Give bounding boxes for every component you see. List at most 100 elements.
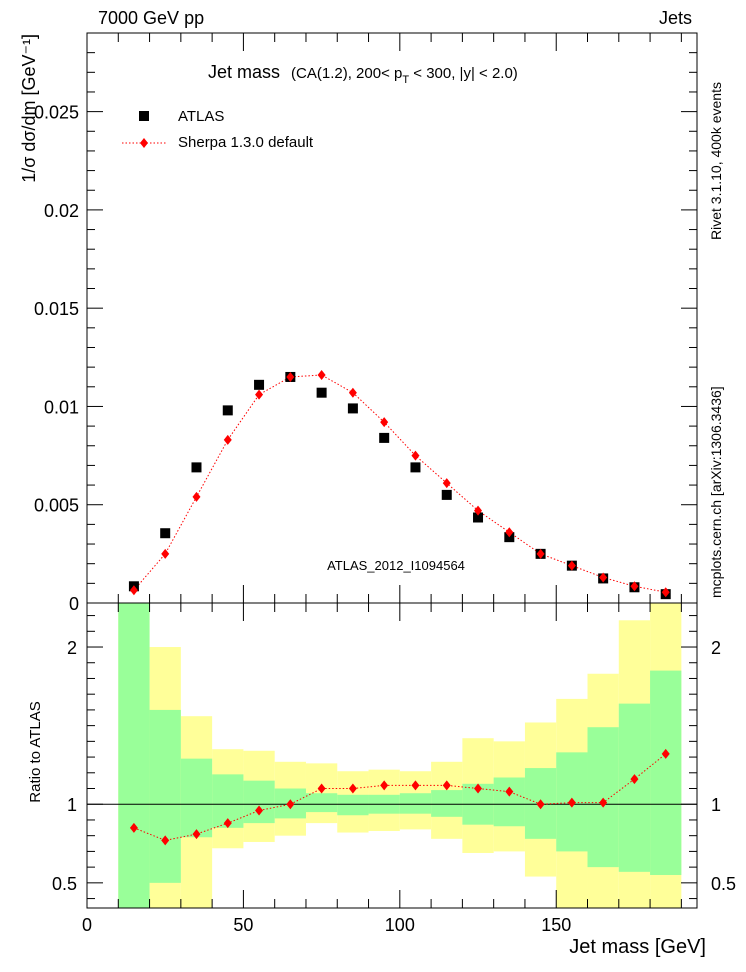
sherpa-point: [599, 572, 608, 583]
title-main: Jet mass: [208, 62, 280, 82]
sherpa-point: [317, 370, 326, 380]
main-y-tick-label: 0.015: [34, 299, 79, 319]
main-x-ticks: [86, 33, 682, 603]
x-tick-label: 150: [541, 915, 571, 935]
main-plot-marks: [128, 370, 671, 600]
ratio-y-tick-label: 0.5: [52, 874, 77, 894]
main-y-tick-label: 0: [69, 594, 79, 614]
ratio-sherpa-point: [442, 780, 451, 791]
atlas-point: [316, 387, 327, 398]
ratio-sherpa-point: [129, 822, 138, 833]
sherpa-point: [567, 560, 576, 571]
ratio-plot-frame: [86, 602, 698, 909]
ratio-sherpa-point: [536, 799, 545, 810]
sherpa-point: [161, 548, 170, 559]
stat-uncertainty-band: [587, 727, 619, 868]
sherpa-line: [133, 374, 666, 593]
legend-sherpa-label: Sherpa 1.3.0 default: [178, 134, 314, 151]
main-plot-title: Jet mass (CA(1.2), 200< pT < 300, |y| < …: [208, 62, 518, 86]
legend-atlas-label: ATLAS: [178, 108, 224, 125]
stat-uncertainty-band: [118, 603, 150, 908]
sherpa-point: [223, 434, 232, 445]
header-right-label: Jets: [659, 8, 692, 28]
sherpa-point: [474, 505, 483, 516]
stat-uncertainty-band: [399, 793, 432, 814]
stat-uncertainty-band: [149, 709, 181, 883]
stat-uncertainty-band: [493, 777, 525, 827]
ratio-sherpa-point: [380, 780, 389, 791]
main-y-tick-label: 0.005: [34, 496, 79, 516]
ratio-y-tick-label-right: 2: [711, 638, 721, 658]
ratio-y-tick-label: 1: [67, 795, 77, 815]
ratio-sherpa-point: [411, 780, 420, 791]
main-y-tick-label: 0.02: [44, 201, 79, 221]
main-plot-panel: 0 0.005 0.01 0.015 0.02 0.025 Jet mass (CA(1.…: [19, 32, 698, 614]
legend: ATLAS Sherpa 1.3.0 default: [122, 108, 314, 151]
ratio-sherpa-point: [255, 805, 264, 816]
atlas-point: [160, 528, 171, 539]
ratio-sherpa-point: [348, 783, 357, 794]
sherpa-point: [442, 478, 451, 489]
atlas-point: [222, 405, 233, 416]
stat-uncertainty-band: [305, 793, 338, 813]
title-sub-subscript: T: [402, 74, 409, 86]
atlas-point: [347, 403, 358, 414]
ratio-sherpa-point: [223, 818, 232, 829]
ratio-sherpa-point: [317, 783, 326, 794]
x-tick-label: 100: [385, 915, 415, 935]
atlas-point: [441, 489, 452, 500]
stat-uncertainty-band: [618, 703, 651, 872]
main-y-tick-label: 0.025: [34, 103, 79, 123]
ratio-sherpa-point: [661, 748, 670, 759]
atlas-point: [379, 432, 390, 443]
x-tick-label: 0: [82, 915, 92, 935]
x-tick-label: 50: [233, 915, 253, 935]
atlas-point: [191, 462, 202, 473]
atlas-point: [410, 462, 421, 473]
ratio-plot-panel: 0.5 0.5 1 1 2 2 0 50 100 150 Ratio to ATLAS Jet …: [27, 602, 736, 958]
ratio-y-ticks: 0.5 0.5 1 1 2 2: [52, 615, 736, 900]
ratio-sherpa-point: [630, 774, 639, 785]
stat-uncertainty-band: [243, 780, 275, 824]
stat-uncertainty-band: [180, 758, 213, 838]
main-y-ticks: 0 0.005 0.01 0.015 0.02 0.025: [34, 32, 697, 614]
ratio-sherpa-point: [505, 786, 514, 797]
stat-uncertainty-band: [650, 670, 682, 875]
ratio-y-axis-label: Ratio to ATLAS: [27, 701, 44, 802]
sherpa-point: [255, 389, 264, 400]
sherpa-point: [129, 585, 138, 596]
title-sub-rest: < 300, |y| < 2.0): [409, 65, 518, 82]
legend-atlas-marker: [139, 111, 149, 121]
ratio-sherpa-point: [161, 835, 170, 846]
side-label-top: Rivet 3.1.10, 400k events: [708, 82, 724, 240]
legend-sherpa-marker: [140, 138, 148, 148]
header-left-label: 7000 GeV pp: [98, 8, 204, 28]
main-y-tick-label: 0.01: [44, 397, 79, 417]
x-axis-label: Jet mass [GeV]: [569, 936, 706, 958]
watermark-label: ATLAS_2012_I1094564: [327, 558, 465, 573]
sherpa-point: [411, 450, 420, 461]
sherpa-point: [630, 581, 639, 592]
ratio-sherpa-point: [474, 783, 483, 794]
atlas-point: [473, 512, 484, 523]
stat-uncertainty-band: [337, 794, 369, 816]
ratio-sherpa-point: [599, 797, 608, 808]
sherpa-point: [380, 417, 389, 428]
main-y-axis-label: 1/σ dσ/dm [GeV⁻¹]: [19, 34, 39, 183]
atlas-point: [254, 379, 265, 390]
ratio-sherpa-point: [286, 799, 295, 810]
sherpa-point: [661, 587, 670, 598]
side-label-bottom: mcplots.cern.ch [arXiv:1306.3436]: [708, 386, 724, 598]
sherpa-point: [536, 548, 545, 559]
sherpa-point: [286, 371, 295, 382]
ratio-y-tick-label-right: 1: [711, 795, 721, 815]
ratio-plot-marks: [87, 603, 697, 908]
ratio-sherpa-point: [567, 797, 576, 808]
sherpa-point: [348, 387, 357, 398]
stat-uncertainty-band: [431, 790, 463, 817]
sherpa-point: [505, 527, 514, 538]
ratio-sherpa-point: [192, 829, 201, 840]
ratio-y-tick-label-right: 0.5: [711, 874, 736, 894]
sherpa-point: [192, 491, 201, 502]
